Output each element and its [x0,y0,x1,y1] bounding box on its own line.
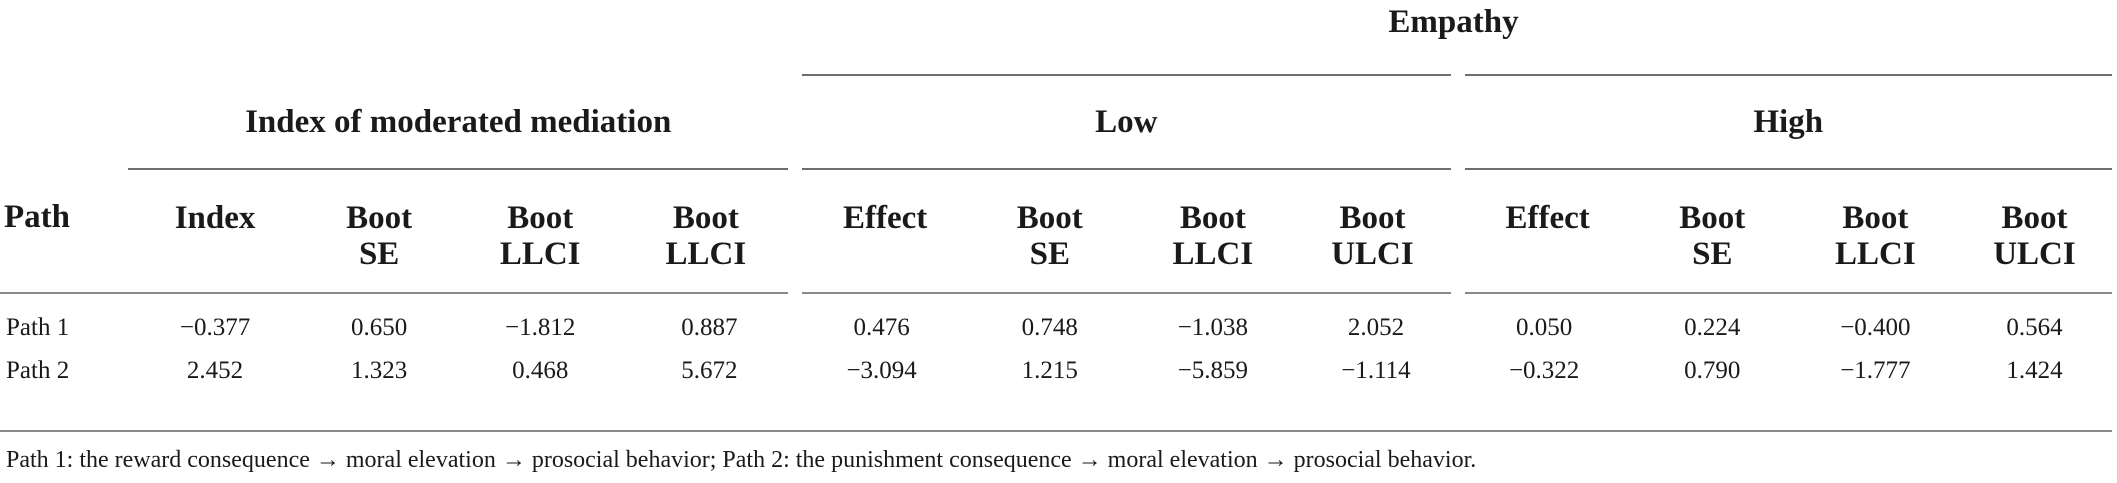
row-label-path-2: Path 2 [6,357,70,384]
low-group-header: Low [788,74,1458,169]
table-cell: −1.038 [1177,314,1249,341]
table-cell: −0.322 [1508,357,1580,384]
table-row: Path 2 2.452 1.323 0.468 5.672 −3.094 1.… [0,350,2112,404]
column-header-index-boot-llci: Boot LLCI [456,168,624,293]
column-header-index-boot-llci-2: Boot LLCI [623,168,795,293]
table-cell: 0.050 [1516,314,1573,341]
column-header-high-boot-ulci: Boot ULCI [1956,168,2112,293]
column-header-path: Path [4,199,70,235]
index-group-header: Index of moderated mediation [245,103,672,140]
table-cell: 0.748 [1021,314,1078,341]
header-row-top: Empathy [0,0,2112,75]
column-header-high-boot-llci: Boot LLCI [1793,168,1957,293]
column-header-low-boot-ulci: Boot ULCI [1294,168,1458,293]
table-cell: 1.215 [1021,357,1078,384]
column-header-low-boot-llci: Boot LLCI [1131,168,1295,293]
empathy-header: Empathy [1388,4,1519,40]
table-cell: −1.777 [1840,357,1911,384]
table-cell: 0.790 [1684,357,1741,384]
table-cell: −3.094 [846,357,917,384]
column-header-index: Index [128,168,302,293]
table-cell: −1.812 [505,314,576,341]
table-cell: 0.476 [853,314,910,341]
table-cell: −1.114 [1341,357,1411,384]
table-cell: 0.564 [2006,314,2063,341]
column-header-high-effect: Effect [1450,168,1631,293]
table-cell: 0.887 [681,314,738,341]
table-cell: 0.650 [351,314,408,341]
table-row: Path 1 −0.377 0.650 −1.812 0.887 0.476 0… [0,294,2112,350]
column-header-index-boot-se: Boot SE [301,168,457,293]
table-cell: 1.424 [2006,357,2063,384]
table-cell: 2.052 [1347,314,1405,341]
table-footnote: Path 1: the reward consequence → moral e… [6,447,1477,473]
column-header-low-effect: Effect [787,168,969,293]
table-cell: −0.400 [1840,314,1911,341]
table-cell: 2.452 [186,357,244,384]
table-cell: 5.672 [681,357,738,384]
table-cell: −0.377 [179,314,251,341]
table-cell: 1.323 [351,357,408,384]
moderated-mediation-table: Empathy Index of moderated mediation Low… [0,0,2112,404]
header-row-columns: Path Index Boot SE Boot LLCI Boot LLCI E… [0,168,2112,293]
footnote-rule [0,430,2112,432]
table-cell: 0.468 [512,357,569,384]
column-header-low-boot-se: Boot SE [968,168,1132,293]
high-group-header: High [1450,74,2112,169]
row-label-path-1: Path 1 [6,314,70,341]
table-cell: −5.859 [1177,357,1249,384]
table-cell: 0.224 [1684,314,1741,341]
header-row-groups: Index of moderated mediation Low High [0,74,2112,169]
column-header-high-boot-se: Boot SE [1630,168,1794,293]
